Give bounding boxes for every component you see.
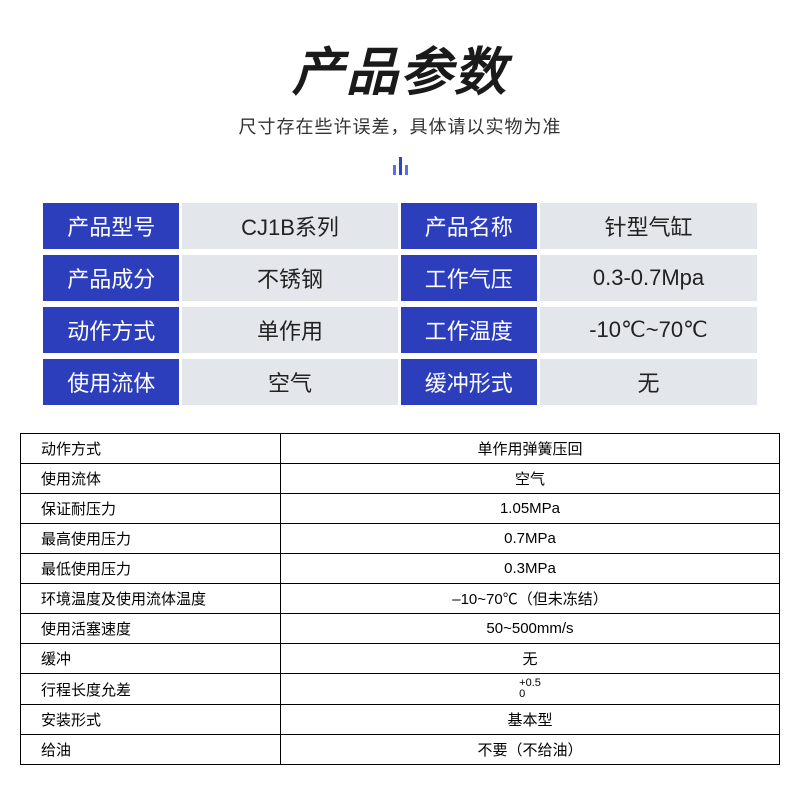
detail-key: 动作方式 [21, 434, 281, 464]
detail-key: 最低使用压力 [21, 554, 281, 584]
summary-value: CJ1B系列 [182, 203, 397, 249]
summary-row: 产品成分不锈钢工作气压0.3-0.7Mpa [43, 255, 757, 301]
detail-key: 使用活塞速度 [21, 614, 281, 644]
summary-label: 工作气压 [401, 255, 537, 301]
summary-value: 空气 [182, 359, 397, 405]
detail-key: 保证耐压力 [21, 494, 281, 524]
detail-row: 最低使用压力0.3MPa [21, 554, 780, 584]
summary-value: -10℃~70℃ [540, 307, 757, 353]
decor-icon [0, 157, 800, 175]
summary-label: 产品成分 [43, 255, 179, 301]
summary-label: 动作方式 [43, 307, 179, 353]
detail-row: 使用流体空气 [21, 464, 780, 494]
detail-value: 0.3MPa [281, 554, 780, 584]
detail-value: –10~70℃（但未冻结） [281, 584, 780, 614]
summary-row: 使用流体空气缓冲形式无 [43, 359, 757, 405]
detail-row: 行程长度允差+0.50 [21, 674, 780, 705]
summary-label: 工作温度 [401, 307, 537, 353]
detail-key: 最高使用压力 [21, 524, 281, 554]
summary-label: 使用流体 [43, 359, 179, 405]
summary-value: 0.3-0.7Mpa [540, 255, 757, 301]
detail-row: 缓冲无 [21, 644, 780, 674]
detail-key: 安装形式 [21, 705, 281, 735]
detail-row: 保证耐压力1.05MPa [21, 494, 780, 524]
detail-value: 1.05MPa [281, 494, 780, 524]
header: 产品参数 尺寸存在些许误差，具体请以实物为准 [0, 0, 800, 175]
detail-table: 动作方式单作用弹簧压回使用流体空气保证耐压力1.05MPa最高使用压力0.7MP… [20, 433, 780, 765]
detail-value: 无 [281, 644, 780, 674]
detail-row: 动作方式单作用弹簧压回 [21, 434, 780, 464]
summary-label: 产品型号 [43, 203, 179, 249]
summary-label: 产品名称 [401, 203, 537, 249]
page-title: 产品参数 [0, 30, 800, 105]
detail-row: 使用活塞速度50~500mm/s [21, 614, 780, 644]
detail-value: +0.50 [281, 674, 780, 705]
detail-row: 给油不要（不给油） [21, 735, 780, 765]
detail-value: 0.7MPa [281, 524, 780, 554]
detail-value: 基本型 [281, 705, 780, 735]
summary-row: 动作方式单作用工作温度-10℃~70℃ [43, 307, 757, 353]
summary-value: 不锈钢 [182, 255, 397, 301]
detail-key: 缓冲 [21, 644, 281, 674]
detail-value: 单作用弹簧压回 [281, 434, 780, 464]
detail-value: 50~500mm/s [281, 614, 780, 644]
detail-row: 最高使用压力0.7MPa [21, 524, 780, 554]
summary-value: 无 [540, 359, 757, 405]
detail-key: 行程长度允差 [21, 674, 281, 705]
detail-key: 环境温度及使用流体温度 [21, 584, 281, 614]
detail-value: 不要（不给油） [281, 735, 780, 765]
detail-value: 空气 [281, 464, 780, 494]
summary-label: 缓冲形式 [401, 359, 537, 405]
detail-row: 安装形式基本型 [21, 705, 780, 735]
summary-row: 产品型号CJ1B系列产品名称针型气缸 [43, 203, 757, 249]
detail-key: 使用流体 [21, 464, 281, 494]
summary-table: 产品型号CJ1B系列产品名称针型气缸产品成分不锈钢工作气压0.3-0.7Mpa动… [40, 197, 760, 411]
summary-value: 单作用 [182, 307, 397, 353]
detail-key: 给油 [21, 735, 281, 765]
summary-value: 针型气缸 [540, 203, 757, 249]
detail-row: 环境温度及使用流体温度–10~70℃（但未冻结） [21, 584, 780, 614]
page-subtitle: 尺寸存在些许误差，具体请以实物为准 [0, 113, 800, 139]
